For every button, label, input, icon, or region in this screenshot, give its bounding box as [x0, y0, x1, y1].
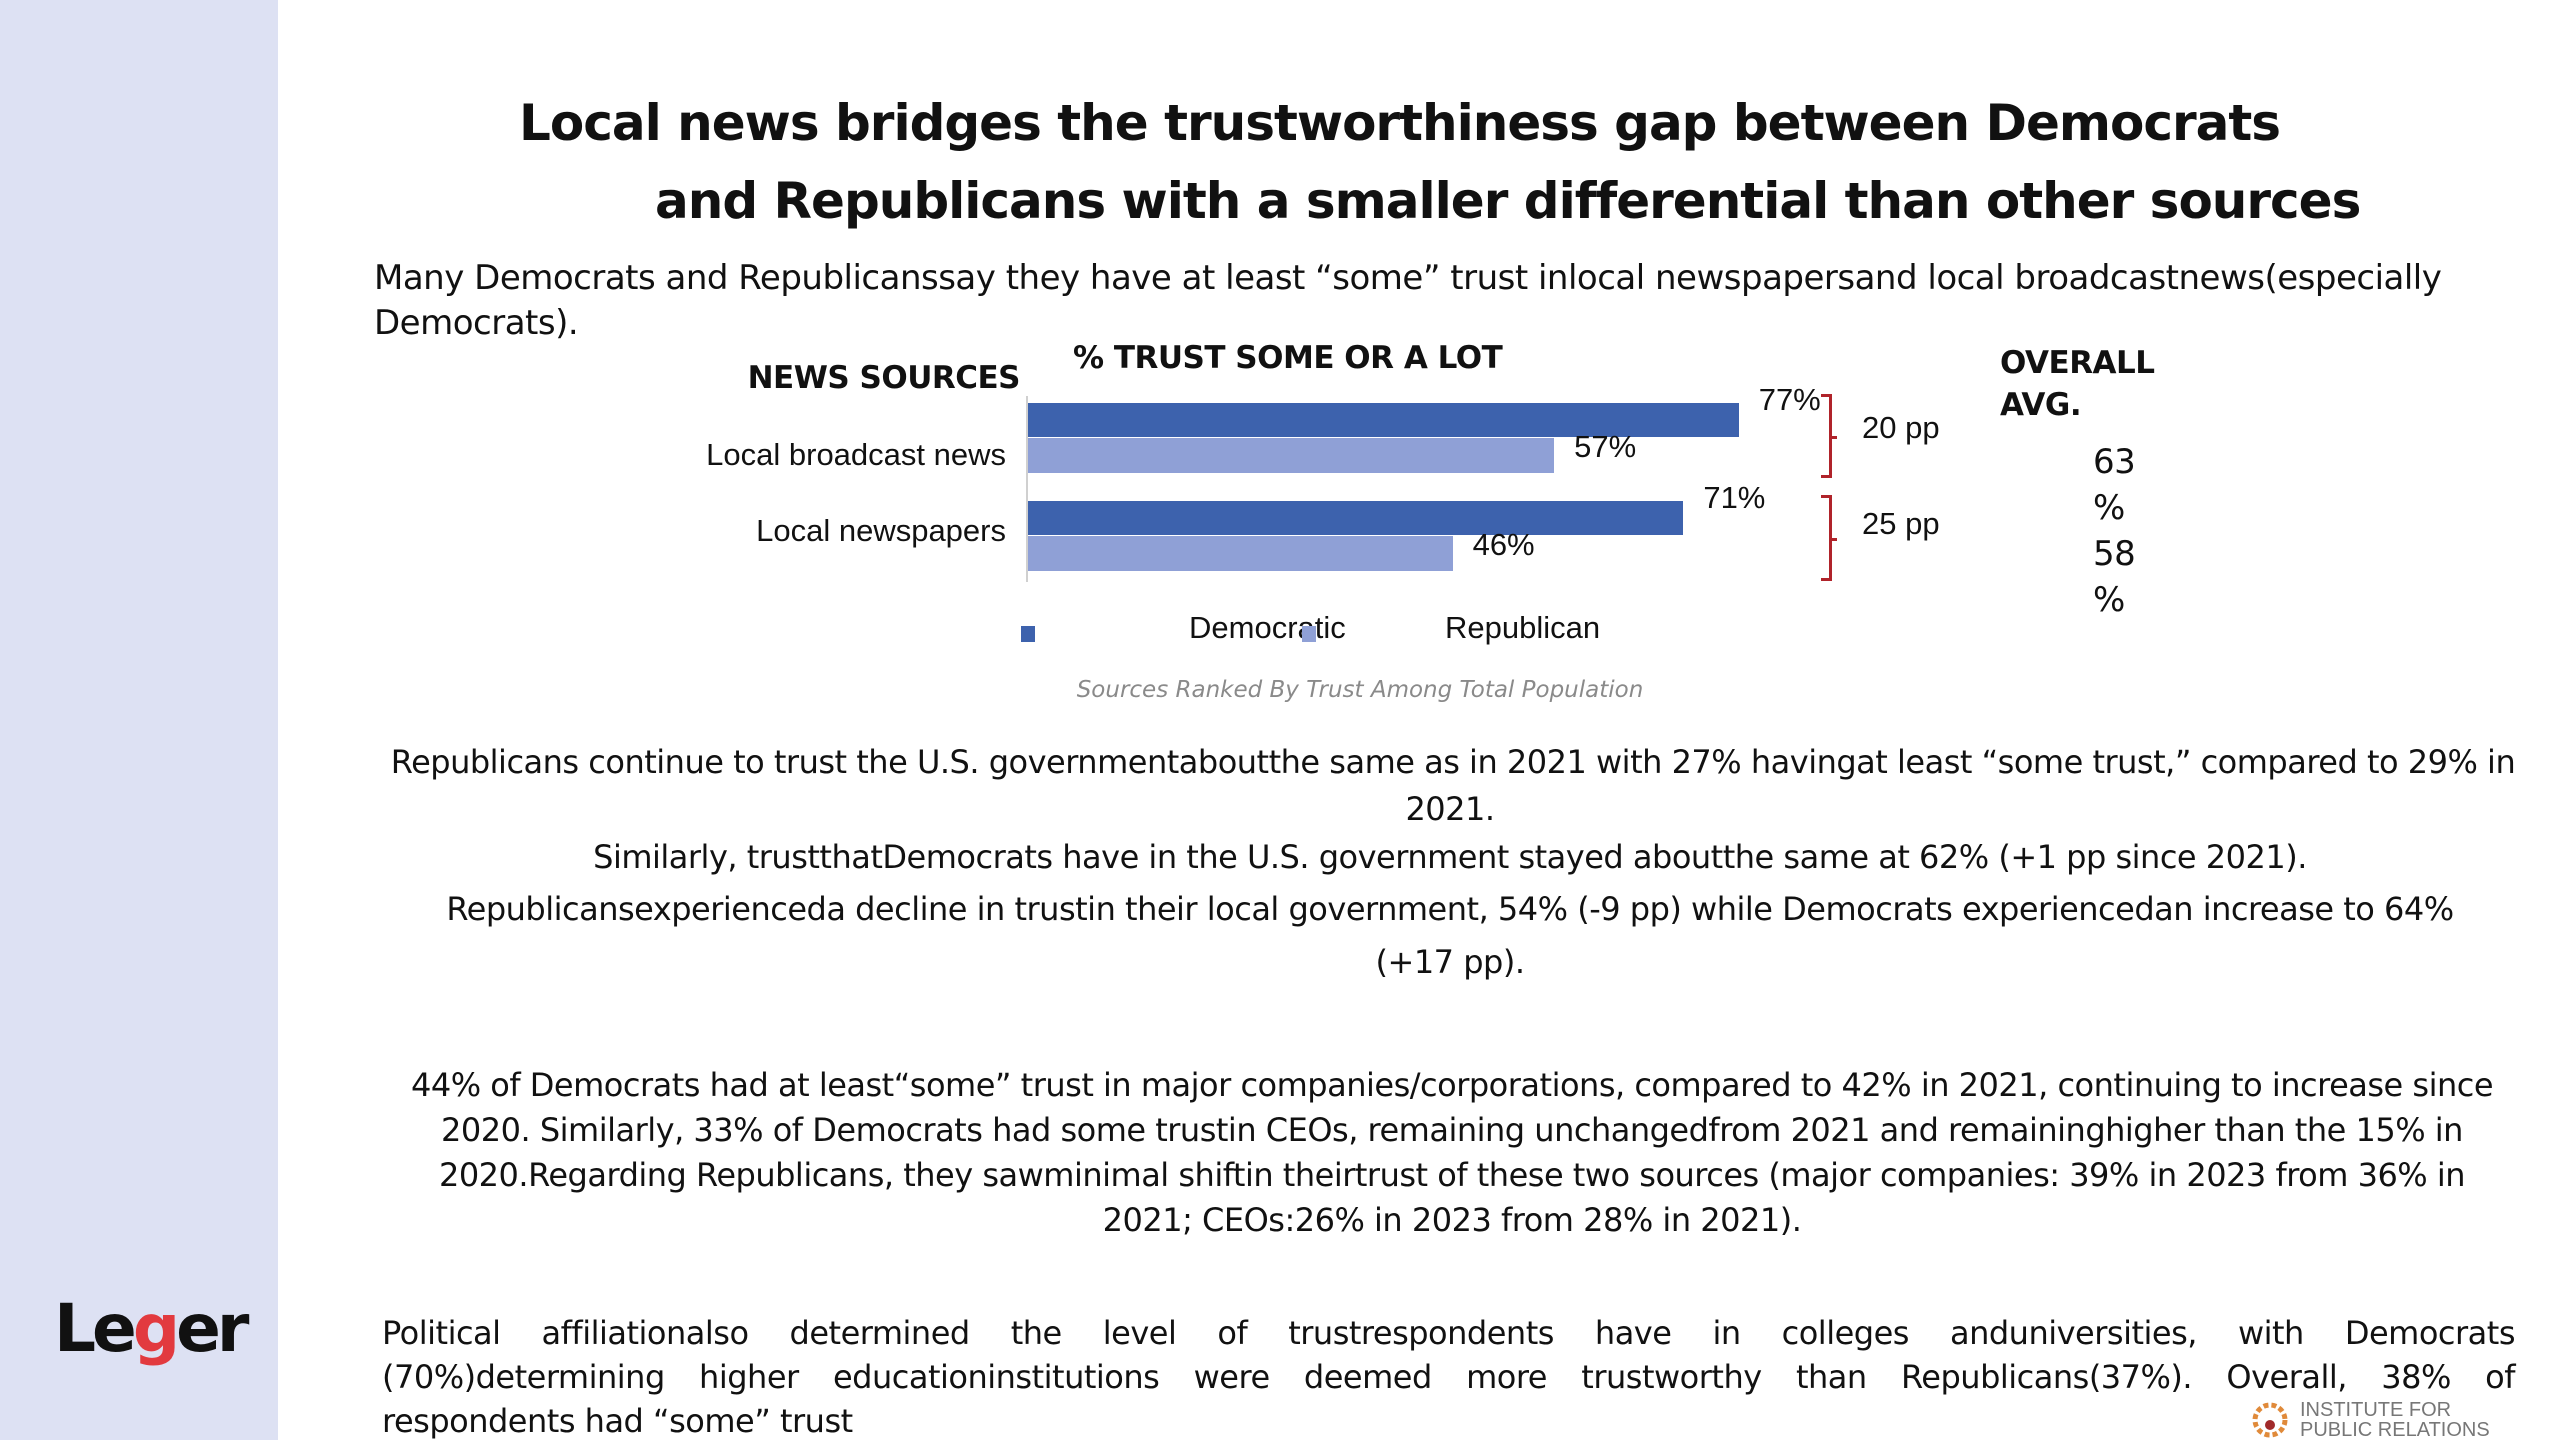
data-label: 71%: [1703, 480, 1766, 515]
data-label: 57%: [1574, 429, 1637, 464]
para2-line: 2021; CEOs:26% in 2023 from 28% in 2021)…: [1102, 1201, 1802, 1239]
title-line-1: Local news bridges the trustworthiness g…: [519, 94, 2281, 152]
para2-line: 2020. Similarly, 33% of Democrats had so…: [441, 1111, 2463, 1149]
para2-line: 44% of Democrats had at least“some” trus…: [410, 1066, 2494, 1104]
chart-title: % TRUST SOME OR A LOT: [1073, 340, 1503, 376]
subtitle-line-2: Democrats).: [374, 303, 579, 343]
overall-avg-value: 63: [2093, 442, 2136, 482]
bar-republican: [1028, 438, 1555, 473]
para1-line: Republicans continue to trust the U.S. g…: [390, 743, 2516, 781]
overall-avg-unit: %: [2093, 580, 2125, 620]
legend-label-republican: Republican: [1445, 610, 1601, 645]
title-line-2: and Republicans with a smaller different…: [655, 172, 2361, 230]
subtitle-line-1: Many Democrats and Republicanssay they h…: [374, 258, 2442, 298]
chart-footnote: Sources Ranked By Trust Among Total Popu…: [1076, 677, 1644, 703]
y-axis-line: [1026, 396, 1028, 582]
gap-label: 25 pp: [1862, 506, 1940, 541]
legend-swatch-republican: [1302, 626, 1316, 642]
category-label: Local newspapers: [756, 513, 1006, 548]
data-label: 46%: [1472, 527, 1535, 562]
bar-democratic: [1028, 501, 1684, 535]
overall-avg-value: 58: [2093, 534, 2136, 574]
ipr-logo: INSTITUTE FOR PUBLIC RELATIONS: [2250, 1400, 2490, 1440]
category-header: NEWS SOURCES: [747, 360, 1021, 396]
legend-swatch-democratic: [1021, 626, 1035, 642]
ipr-emblem-icon: [2252, 1402, 2288, 1438]
para1-line: (+17 pp).: [1375, 943, 1525, 981]
gap-label: 20 pp: [1862, 410, 1940, 445]
para3-line: respondents had “some” trust: [382, 1402, 853, 1440]
para1-line: Similarly, trustthatDemocrats have in th…: [593, 838, 2307, 876]
gap-bracket: [1821, 495, 1837, 581]
bar-democratic: [1028, 403, 1739, 437]
sidebar: [0, 0, 278, 1440]
legend-label-democratic: Democratic: [1189, 610, 1346, 645]
para3-line: (70%)determining higher educationinstitu…: [382, 1358, 2516, 1396]
leger-logo: Leger: [54, 1290, 249, 1367]
bar-republican: [1028, 536, 1453, 571]
para1-line: Republicansexperienceda decline in trust…: [446, 890, 2454, 928]
overall-avg-header: OVERALL AVG.: [2000, 345, 2155, 423]
overall-avg-unit: %: [2093, 488, 2125, 528]
gap-bracket: [1821, 394, 1837, 478]
para3-line: Political affiliationalso determined the…: [382, 1314, 2516, 1352]
category-label: Local broadcast news: [706, 437, 1006, 472]
para2-line: 2020.Regarding Republicans, they sawmini…: [438, 1156, 2466, 1194]
data-label: 77%: [1758, 382, 1821, 417]
para1-line: 2021.: [1405, 790, 1495, 828]
